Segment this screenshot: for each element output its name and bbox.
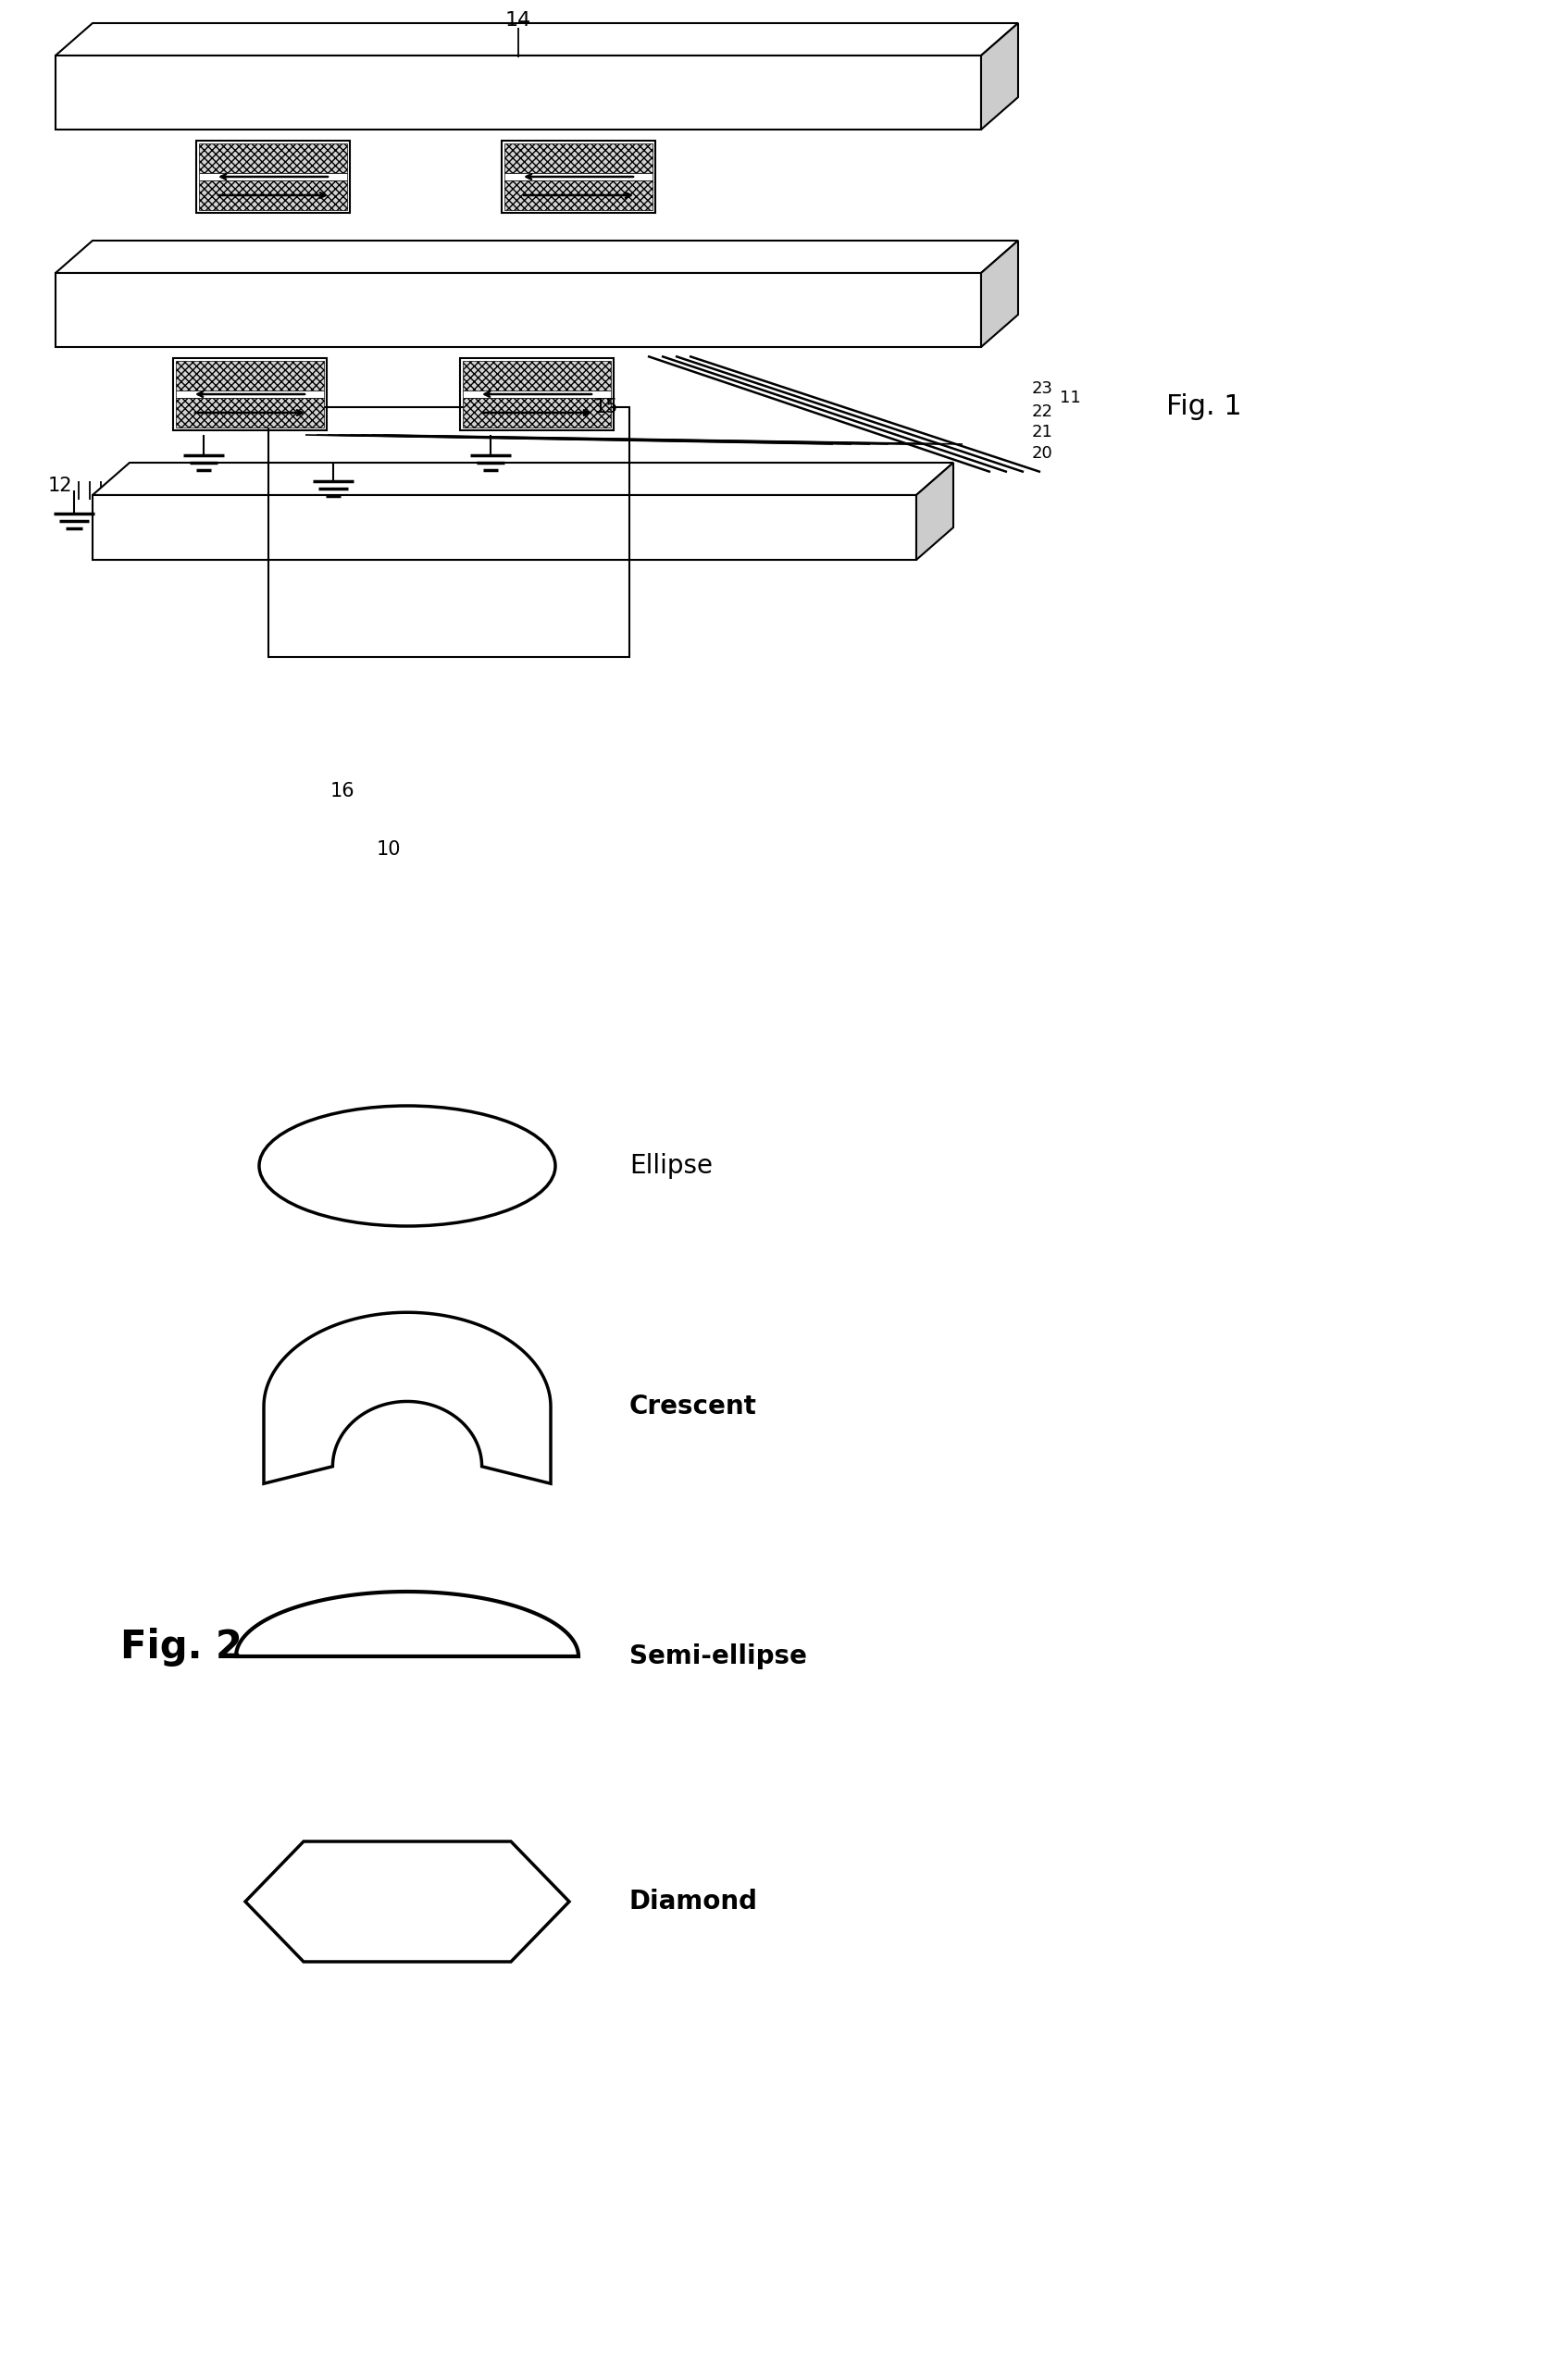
Text: Semi-ellipse: Semi-ellipse	[629, 1645, 807, 1668]
Ellipse shape	[260, 1107, 555, 1226]
Text: 22: 22	[1032, 405, 1054, 421]
Polygon shape	[246, 1842, 569, 1961]
Bar	[463, 397, 611, 428]
Text: Diamond: Diamond	[629, 1890, 758, 1914]
Polygon shape	[56, 55, 981, 129]
Polygon shape	[236, 1592, 578, 1656]
Polygon shape	[56, 240, 1018, 274]
Bar	[460, 357, 614, 431]
Bar	[502, 140, 656, 212]
Text: Fig. 2: Fig. 2	[120, 1628, 242, 1666]
Text: Ellipse: Ellipse	[629, 1152, 713, 1178]
Text: 10: 10	[376, 840, 401, 859]
Polygon shape	[93, 462, 953, 495]
Polygon shape	[56, 24, 1018, 55]
Bar	[505, 181, 653, 209]
Text: Crescent: Crescent	[629, 1395, 757, 1418]
Bar	[199, 174, 347, 181]
Text: 14: 14	[505, 12, 531, 29]
Bar	[199, 181, 347, 209]
Bar	[463, 362, 611, 390]
Bar	[176, 397, 323, 428]
Bar	[176, 390, 323, 397]
Bar	[505, 143, 653, 174]
Bar	[505, 174, 653, 181]
Bar	[269, 407, 629, 657]
Polygon shape	[981, 24, 1018, 129]
Bar	[176, 362, 323, 390]
Text: 16: 16	[329, 783, 354, 800]
Text: 15: 15	[594, 397, 618, 416]
Polygon shape	[264, 1311, 550, 1483]
Polygon shape	[981, 240, 1018, 347]
Polygon shape	[93, 495, 917, 559]
Text: 12: 12	[48, 476, 71, 495]
Text: 11: 11	[1060, 390, 1082, 407]
Bar	[463, 390, 611, 397]
Polygon shape	[56, 274, 981, 347]
Polygon shape	[917, 462, 953, 559]
Text: 23: 23	[1032, 381, 1054, 397]
Text: 21: 21	[1032, 424, 1054, 440]
Bar	[199, 143, 347, 174]
Bar	[196, 140, 350, 212]
Bar	[172, 357, 326, 431]
Text: 20: 20	[1032, 445, 1054, 462]
Text: Fig. 1: Fig. 1	[1166, 393, 1242, 421]
